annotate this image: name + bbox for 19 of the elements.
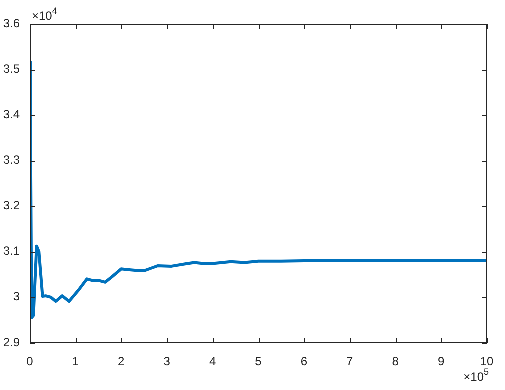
- x-tick-label: 9: [438, 354, 445, 369]
- y-tick-label: 3: [13, 290, 20, 304]
- y-tick-label: 3.6: [3, 16, 20, 30]
- y-tick-label: 3.3: [3, 153, 20, 168]
- y-tick-label: 2.9: [3, 335, 20, 350]
- x-tick-label: 8: [392, 354, 400, 369]
- y-tick-label: 3.5: [3, 62, 20, 76]
- y-tick-label: 3.1: [3, 244, 20, 258]
- x-tick-label: 0: [26, 354, 34, 369]
- x-tick-label: 10: [480, 354, 494, 369]
- x-tick-label: 4: [209, 354, 216, 369]
- y-tick-label: 3.2: [3, 198, 20, 213]
- x-tick-label: 2: [118, 354, 126, 369]
- x-tick-label: 1: [72, 354, 80, 369]
- y-tick-label: 3.4: [3, 107, 20, 122]
- x-tick-label: 5: [255, 354, 262, 369]
- x-tick-label: 3: [164, 354, 171, 369]
- x-tick-label: 7: [346, 354, 354, 369]
- x-tick-label: 6: [300, 354, 308, 369]
